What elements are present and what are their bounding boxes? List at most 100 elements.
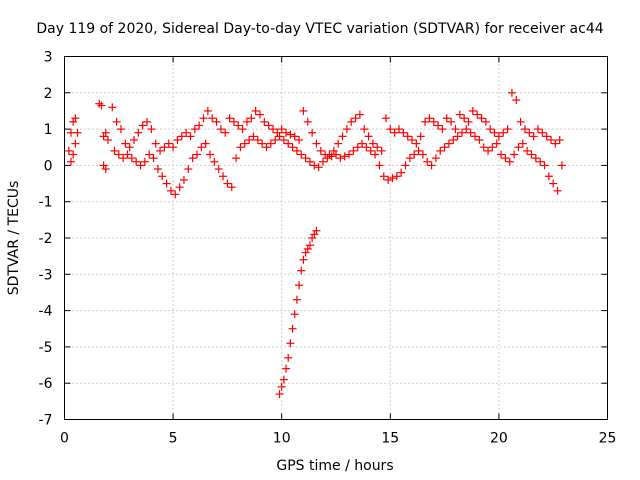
data-point: [444, 139, 453, 148]
data-point: [468, 106, 477, 115]
data-point: [179, 175, 188, 184]
data-point: [405, 154, 414, 163]
y-tick-label: 2: [44, 86, 53, 102]
data-point: [245, 135, 254, 144]
data-point: [410, 150, 419, 159]
data-point: [516, 117, 525, 126]
data-point: [71, 139, 80, 148]
data-point: [505, 157, 514, 166]
data-point: [486, 125, 495, 134]
data-point: [288, 324, 297, 333]
data-point: [520, 125, 529, 134]
data-point: [347, 117, 356, 126]
data-point: [414, 146, 423, 155]
data-point: [351, 114, 360, 123]
data-point: [264, 121, 273, 130]
data-point: [286, 339, 295, 348]
data-point: [492, 139, 501, 148]
series-main-band-lower: [67, 125, 566, 199]
series-main-band-upper: [64, 88, 564, 159]
data-point: [514, 143, 523, 152]
data-point: [112, 117, 121, 126]
data-point: [123, 150, 132, 159]
data-point: [425, 114, 434, 123]
data-point: [97, 101, 106, 110]
data-point: [318, 157, 327, 166]
data-point: [451, 125, 460, 134]
data-point: [164, 139, 173, 148]
series-dip-track: [275, 226, 321, 399]
data-point: [544, 172, 553, 181]
data-point: [403, 132, 412, 141]
x-axis-label: GPS time / hours: [276, 458, 393, 474]
data-point: [418, 150, 427, 159]
data-point: [305, 241, 314, 250]
data-point: [206, 150, 215, 159]
data-point: [538, 128, 547, 137]
data-point: [297, 266, 306, 275]
data-point: [340, 152, 349, 161]
data-point: [434, 121, 443, 130]
data-point: [234, 121, 243, 130]
y-tick-label: -3: [39, 267, 53, 283]
data-point: [286, 130, 295, 139]
data-point: [510, 150, 519, 159]
data-point: [301, 154, 310, 163]
data-point: [312, 139, 321, 148]
data-point: [223, 179, 232, 188]
data-point: [101, 165, 110, 174]
y-tick-label: -1: [39, 195, 53, 211]
plot-frame: [64, 56, 608, 420]
data-point: [551, 139, 560, 148]
data-point: [103, 135, 112, 144]
data-point: [127, 154, 136, 163]
x-tick-label: 20: [490, 431, 508, 447]
data-point: [203, 106, 212, 115]
data-point: [312, 226, 321, 235]
data-point: [453, 132, 462, 141]
data-point: [227, 183, 236, 192]
data-point: [125, 143, 134, 152]
data-point: [338, 132, 347, 141]
data-point: [242, 117, 251, 126]
data-point: [197, 143, 206, 152]
data-point: [401, 161, 410, 170]
data-point: [297, 150, 306, 159]
data-point: [130, 135, 139, 144]
data-point: [455, 110, 464, 119]
data-point: [160, 143, 169, 152]
data-point: [282, 128, 291, 137]
data-point: [290, 310, 299, 319]
data-point: [151, 139, 160, 148]
data-point: [114, 150, 123, 159]
data-point: [195, 121, 204, 130]
data-point: [329, 146, 338, 155]
data-point: [64, 146, 73, 155]
data-point: [166, 186, 175, 195]
data-point: [310, 161, 319, 170]
data-point: [512, 96, 521, 105]
data-point: [295, 281, 304, 290]
data-point: [277, 382, 286, 391]
data-point: [69, 117, 78, 126]
data-point: [327, 152, 336, 161]
data-point: [518, 139, 527, 148]
data-point: [132, 157, 141, 166]
data-point: [299, 255, 308, 264]
data-point: [479, 143, 488, 152]
data-point: [282, 364, 291, 373]
data-point: [69, 150, 78, 159]
data-point: [99, 161, 108, 170]
data-point: [362, 143, 371, 152]
data-point: [277, 125, 286, 134]
data-point: [323, 154, 332, 163]
data-point: [292, 146, 301, 155]
data-point: [162, 179, 171, 188]
data-point: [503, 125, 512, 134]
data-point: [447, 117, 456, 126]
data-point: [73, 128, 82, 137]
data-point: [67, 157, 76, 166]
data-point: [279, 375, 288, 384]
data-point: [255, 110, 264, 119]
